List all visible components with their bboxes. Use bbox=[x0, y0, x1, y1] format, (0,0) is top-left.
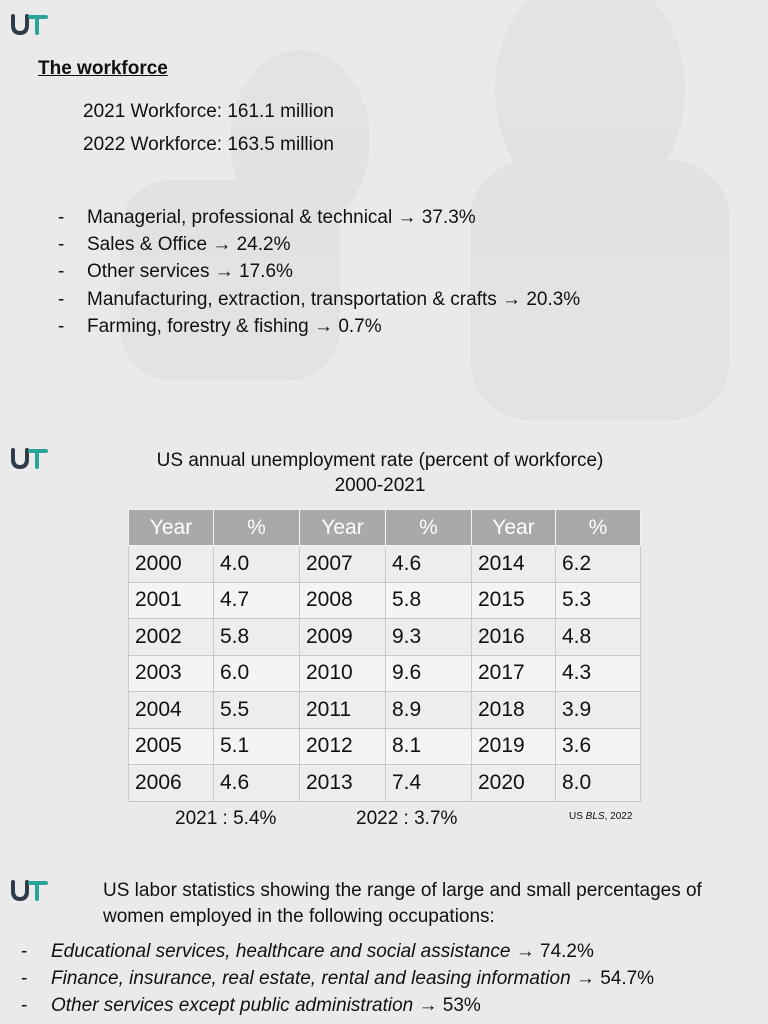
table-cell: 5.8 bbox=[385, 581, 472, 619]
ut-logo-icon bbox=[10, 878, 50, 902]
table-cell: 2003 bbox=[128, 654, 214, 692]
ut-logo-icon bbox=[10, 446, 50, 470]
table-cell: 2019 bbox=[471, 727, 556, 765]
ut-logo-icon bbox=[10, 12, 50, 36]
column-header-percent: % bbox=[385, 509, 472, 546]
table-row: 2002 5.8 2009 9.3 2016 4.8 bbox=[128, 618, 641, 656]
unemployment-subtitle: 2000-2021 bbox=[334, 475, 426, 496]
dash-icon: - bbox=[58, 261, 65, 283]
list-item: - Sales & Office → 24.2% bbox=[0, 231, 580, 258]
table-cell: 2007 bbox=[299, 545, 386, 583]
table-row: 2006 4.6 2013 7.4 2020 8.0 bbox=[128, 764, 641, 802]
dash-icon: - bbox=[58, 315, 65, 337]
workforce-2021: 2021 Workforce: 161.1 million bbox=[83, 101, 334, 122]
arrow-right-icon: → bbox=[418, 995, 438, 1017]
list-item: - Farming, forestry & fishing → 0.7% bbox=[0, 313, 580, 340]
table-cell: 2012 bbox=[299, 727, 386, 765]
arrow-right-icon: → bbox=[214, 261, 234, 283]
dash-icon: - bbox=[58, 207, 65, 228]
women-intro-line1: US labor statistics showing the range of… bbox=[103, 880, 702, 901]
table-cell: 4.0 bbox=[213, 545, 300, 583]
unemployment-table: Year % Year % Year % 2000 4.0 2007 4.6 2014 6… bbox=[128, 509, 641, 802]
table-cell: 2010 bbox=[299, 654, 386, 692]
table-cell: 2011 bbox=[299, 691, 386, 729]
table-cell: 2001 bbox=[128, 581, 214, 619]
list-item: - Other services except public administra… bbox=[0, 992, 654, 1019]
table-cell: 2002 bbox=[128, 618, 214, 656]
table-cell: 2017 bbox=[471, 654, 556, 692]
note-2022: 2022 : 3.7% bbox=[356, 808, 458, 829]
table-cell: 5.3 bbox=[555, 581, 641, 619]
table-cell: 6.2 bbox=[555, 545, 641, 583]
unemployment-title: US annual unemployment rate (percent of … bbox=[156, 450, 604, 471]
list-item: - Manufacturing, extraction, transportati… bbox=[0, 286, 580, 313]
arrow-right-icon: → bbox=[212, 234, 232, 256]
column-header-percent: % bbox=[213, 509, 300, 546]
table-cell: 5.5 bbox=[213, 691, 300, 729]
table-cell: 2018 bbox=[471, 691, 556, 729]
column-header-percent: % bbox=[555, 509, 641, 546]
table-cell: 2014 bbox=[471, 545, 556, 583]
table-header-row: Year % Year % Year % bbox=[128, 509, 641, 546]
table-cell: 4.6 bbox=[213, 764, 300, 802]
workforce-2022: 2022 Workforce: 163.5 million bbox=[83, 134, 334, 155]
table-cell: 2020 bbox=[471, 764, 556, 802]
workforce-title: The workforce bbox=[38, 58, 168, 79]
table-row: 2001 4.7 2008 5.8 2015 5.3 bbox=[128, 581, 641, 619]
column-header-year: Year bbox=[299, 509, 386, 546]
dash-icon: - bbox=[58, 234, 65, 256]
column-header-year: Year bbox=[128, 509, 214, 546]
table-cell: 8.9 bbox=[385, 691, 472, 729]
table-cell: 4.8 bbox=[555, 618, 641, 656]
note-2021: 2021 : 5.4% bbox=[175, 808, 277, 829]
table-cell: 2009 bbox=[299, 618, 386, 656]
table-cell: 4.6 bbox=[385, 545, 472, 583]
table-cell: 2013 bbox=[299, 764, 386, 802]
list-item: - Other services → 17.6% bbox=[0, 258, 580, 285]
arrow-right-icon: → bbox=[397, 207, 417, 228]
table-cell: 7.4 bbox=[385, 764, 472, 802]
table-cell: 2000 bbox=[128, 545, 214, 583]
table-cell: 5.1 bbox=[213, 727, 300, 765]
list-item: - Educational services, healthcare and so… bbox=[0, 938, 654, 965]
women-occupation-list: - Educational services, healthcare and so… bbox=[0, 938, 654, 1020]
arrow-right-icon: → bbox=[575, 968, 595, 990]
table-cell: 6.0 bbox=[213, 654, 300, 692]
table-cell: 2005 bbox=[128, 727, 214, 765]
table-cell: 8.0 bbox=[555, 764, 641, 802]
table-row: 2004 5.5 2011 8.9 2018 3.9 bbox=[128, 691, 641, 729]
dash-icon: - bbox=[21, 941, 28, 962]
table-cell: 5.8 bbox=[213, 618, 300, 656]
table-cell: 2006 bbox=[128, 764, 214, 802]
table-cell: 4.7 bbox=[213, 581, 300, 619]
list-item: - Managerial, professional & technical → … bbox=[0, 204, 580, 231]
column-header-year: Year bbox=[471, 509, 556, 546]
table-cell: 8.1 bbox=[385, 727, 472, 765]
arrow-right-icon: → bbox=[502, 288, 522, 310]
women-intro-line2: women employed in the following occupati… bbox=[103, 906, 495, 927]
arrow-right-icon: → bbox=[314, 315, 334, 337]
list-item: - Finance, insurance, real estate, rental… bbox=[0, 965, 654, 992]
arrow-right-icon: → bbox=[515, 941, 535, 962]
table-cell: 2016 bbox=[471, 618, 556, 656]
occupation-list: - Managerial, professional & technical → … bbox=[0, 204, 580, 340]
table-cell: 9.6 bbox=[385, 654, 472, 692]
table-cell: 9.3 bbox=[385, 618, 472, 656]
table-row: 2000 4.0 2007 4.6 2014 6.2 bbox=[128, 545, 641, 583]
table-cell: 3.6 bbox=[555, 727, 641, 765]
table-cell: 2004 bbox=[128, 691, 214, 729]
table-cell: 4.3 bbox=[555, 654, 641, 692]
table-cell: 2008 bbox=[299, 581, 386, 619]
dash-icon: - bbox=[21, 968, 28, 990]
table-cell: 3.9 bbox=[555, 691, 641, 729]
dash-icon: - bbox=[58, 288, 65, 310]
table-row: 2005 5.1 2012 8.1 2019 3.6 bbox=[128, 727, 641, 765]
table-cell: 2015 bbox=[471, 581, 556, 619]
table-row: 2003 6.0 2010 9.6 2017 4.3 bbox=[128, 654, 641, 692]
dash-icon: - bbox=[21, 995, 28, 1017]
source-citation: US BLS, 2022 bbox=[569, 811, 633, 822]
